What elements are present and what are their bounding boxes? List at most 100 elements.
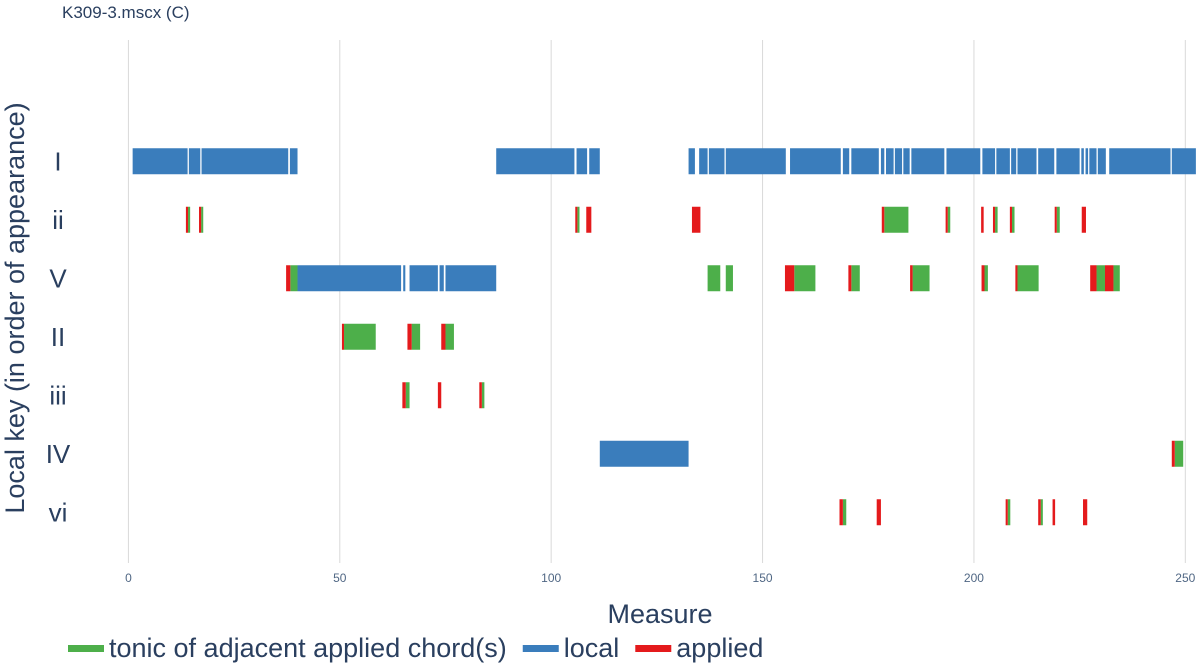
legend[interactable]: tonic of adjacent applied chord(s) local a… [68, 633, 763, 663]
bar-segment[interactable] [409, 265, 438, 292]
bar-segment[interactable] [1038, 148, 1055, 175]
bar-segment[interactable] [403, 265, 406, 292]
bar-segment[interactable] [851, 148, 879, 175]
bar-segment[interactable] [188, 148, 201, 175]
bar-segment[interactable] [575, 206, 578, 233]
bar-segment[interactable] [405, 382, 410, 409]
bar-segment[interactable] [576, 148, 588, 175]
bar-segment[interactable] [1011, 206, 1015, 233]
bar-segment[interactable] [407, 323, 412, 350]
bar-segment[interactable] [201, 206, 204, 233]
bar-segment[interactable] [1090, 265, 1097, 292]
bar-segment[interactable] [947, 206, 951, 233]
bar-segment[interactable] [945, 206, 948, 233]
bar-segment[interactable] [981, 265, 985, 292]
bar-segment[interactable] [1040, 499, 1043, 526]
bar-segment[interactable] [1089, 148, 1097, 175]
bar-segment[interactable] [437, 382, 442, 409]
bar-segment[interactable] [1171, 148, 1196, 175]
bar-segment[interactable] [445, 265, 497, 292]
bar-segment[interactable] [984, 265, 988, 292]
bar-segment[interactable] [842, 499, 847, 526]
bar-segment[interactable] [851, 265, 860, 292]
bar-segment[interactable] [880, 148, 885, 175]
bar-segment[interactable] [1097, 148, 1106, 175]
bar-segment[interactable] [884, 206, 909, 233]
bar-segment[interactable] [982, 148, 996, 175]
bar-segment[interactable] [903, 148, 910, 175]
bar-segment[interactable] [1085, 148, 1089, 175]
bar-segment[interactable] [599, 440, 689, 467]
bar-segment[interactable] [1017, 265, 1039, 292]
bar-segment[interactable] [439, 265, 444, 292]
bar-segment[interactable] [995, 206, 998, 233]
bar-segment[interactable] [912, 265, 930, 292]
bar-segment[interactable] [496, 148, 575, 175]
bar-segment[interactable] [586, 206, 592, 233]
bar-segment[interactable] [1081, 148, 1084, 175]
legend-item[interactable]: tonic of adjacent applied chord(s) [68, 633, 507, 663]
bar-segment[interactable] [1054, 206, 1057, 233]
bar-segment[interactable] [481, 382, 485, 409]
bar-segment[interactable] [790, 148, 841, 175]
bar-segment[interactable] [699, 148, 708, 175]
bar-segment[interactable] [341, 323, 345, 350]
bar-segment[interactable] [1052, 499, 1056, 526]
bar-segment[interactable] [286, 265, 291, 292]
bar-segment[interactable] [886, 148, 894, 175]
bar-segment[interactable] [1096, 265, 1105, 292]
bar-segment[interactable] [725, 265, 733, 292]
bar-segment[interactable] [1005, 499, 1008, 526]
bar-segment[interactable] [876, 499, 881, 526]
bar-segment[interactable] [479, 382, 482, 409]
bar-segment[interactable] [981, 206, 984, 233]
bar-segment[interactable] [708, 148, 725, 175]
bar-segment[interactable] [1174, 440, 1184, 467]
bar-segment[interactable] [881, 206, 885, 233]
bar-segment[interactable] [1056, 148, 1080, 175]
bar-segment[interactable] [1015, 265, 1018, 292]
bar-segment[interactable] [1171, 440, 1175, 467]
bar-segment[interactable] [132, 148, 188, 175]
bar-segment[interactable] [688, 148, 695, 175]
legend-item[interactable]: local [522, 633, 620, 663]
bar-segment[interactable] [910, 265, 913, 292]
bar-segment[interactable] [1038, 499, 1041, 526]
bar-segment[interactable] [1009, 206, 1012, 233]
bar-segment[interactable] [992, 206, 996, 233]
bar-segment[interactable] [589, 148, 600, 175]
bar-segment[interactable] [185, 206, 189, 233]
bar-segment[interactable] [188, 206, 191, 233]
bar-segment[interactable] [1104, 265, 1114, 292]
bar-segment[interactable] [577, 206, 580, 233]
bar-segment[interactable] [996, 148, 1010, 175]
bar-segment[interactable] [344, 323, 376, 350]
bar-segment[interactable] [842, 148, 850, 175]
bar-segment[interactable] [1011, 148, 1017, 175]
bar-segment[interactable] [946, 148, 981, 175]
bar-segment[interactable] [441, 323, 446, 350]
bar-segment[interactable] [411, 323, 421, 350]
legend-item[interactable]: applied [635, 633, 763, 663]
bar-segment[interactable] [848, 265, 852, 292]
bar-segment[interactable] [1083, 499, 1088, 526]
bar-segment[interactable] [1017, 148, 1037, 175]
bar-segment[interactable] [911, 148, 945, 175]
bar-segment[interactable] [290, 265, 298, 292]
bar-segment[interactable] [894, 148, 903, 175]
bar-segment[interactable] [839, 499, 843, 526]
bar-segment[interactable] [1007, 499, 1011, 526]
bar-segment[interactable] [297, 265, 402, 292]
bar-segment[interactable] [402, 382, 406, 409]
bar-segment[interactable] [794, 265, 816, 292]
bar-segment[interactable] [445, 323, 454, 350]
bar-segment[interactable] [201, 148, 289, 175]
bar-segment[interactable] [199, 206, 202, 233]
bar-segment[interactable] [1113, 265, 1120, 292]
bar-segment[interactable] [1109, 148, 1171, 175]
bar-segment[interactable] [289, 148, 298, 175]
bar-segment[interactable] [784, 265, 795, 292]
bar-segment[interactable] [691, 206, 701, 233]
bar-segment[interactable] [725, 148, 786, 175]
bar-segment[interactable] [1056, 206, 1060, 233]
